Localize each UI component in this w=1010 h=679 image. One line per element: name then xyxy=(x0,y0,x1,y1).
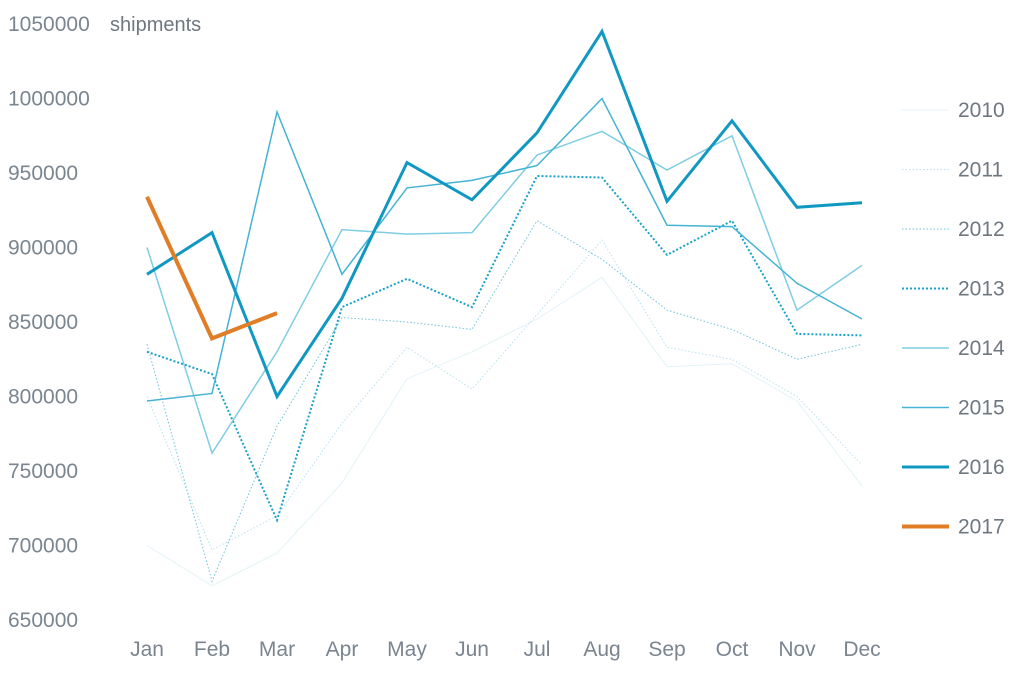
x-tick-label: Mar xyxy=(259,638,295,661)
y-tick-label: 850000 xyxy=(8,311,78,334)
x-tick-label: Jul xyxy=(524,638,551,661)
legend-label-2015: 2015 xyxy=(958,397,1005,420)
legend-label-2011: 2011 xyxy=(958,159,1003,182)
x-axis: Jan Feb Mar Apr May Jun Jul Aug Sep Oct Nov Dec xyxy=(130,638,881,661)
legend-label-2014: 2014 xyxy=(958,337,1005,360)
y-tick-label: 950000 xyxy=(8,162,78,185)
series-line-2012 xyxy=(146,220,863,583)
legend-label-2017: 2017 xyxy=(958,516,1005,539)
legend-label-2016: 2016 xyxy=(958,456,1005,479)
y-tick-label: 800000 xyxy=(8,386,78,409)
y-tick-label: 1050000 xyxy=(8,13,90,36)
x-tick-label: Jan xyxy=(130,638,164,661)
x-tick-label: Nov xyxy=(778,638,816,661)
y-tick-label: 650000 xyxy=(8,609,78,632)
series-line-2016 xyxy=(146,28,863,400)
x-tick-label: May xyxy=(387,638,427,661)
y-tick-label: 750000 xyxy=(8,460,78,483)
legend: 2010 2011 2012 2013 2014 2015 2016 2017 xyxy=(902,99,1005,539)
series-line-2011 xyxy=(146,239,863,551)
series-lines xyxy=(145,28,863,587)
y-axis: 650000 700000 750000 800000 850000 900000 9500… xyxy=(8,13,90,632)
y-tick-label: 900000 xyxy=(8,237,78,260)
series-line-2013 xyxy=(146,174,863,524)
series-line-2010 xyxy=(146,276,863,587)
x-tick-label: Jun xyxy=(455,638,489,661)
x-tick-label: Oct xyxy=(716,638,749,661)
legend-label-2013: 2013 xyxy=(958,278,1005,301)
x-tick-label: Apr xyxy=(326,638,359,661)
x-tick-label: Aug xyxy=(583,638,620,661)
legend-label-2012: 2012 xyxy=(958,218,1005,241)
x-tick-label: Dec xyxy=(843,638,880,661)
series-line-2015 xyxy=(146,97,863,402)
y-tick-label: 700000 xyxy=(8,535,78,558)
x-tick-label: Sep xyxy=(648,638,685,661)
y-tick-label: 1000000 xyxy=(8,88,90,111)
series-line-2014 xyxy=(146,130,863,455)
series-line-2017 xyxy=(145,195,278,341)
y-unit-label: shipments xyxy=(110,14,201,36)
legend-label-2010: 2010 xyxy=(958,99,1005,122)
x-tick-label: Feb xyxy=(194,638,230,661)
